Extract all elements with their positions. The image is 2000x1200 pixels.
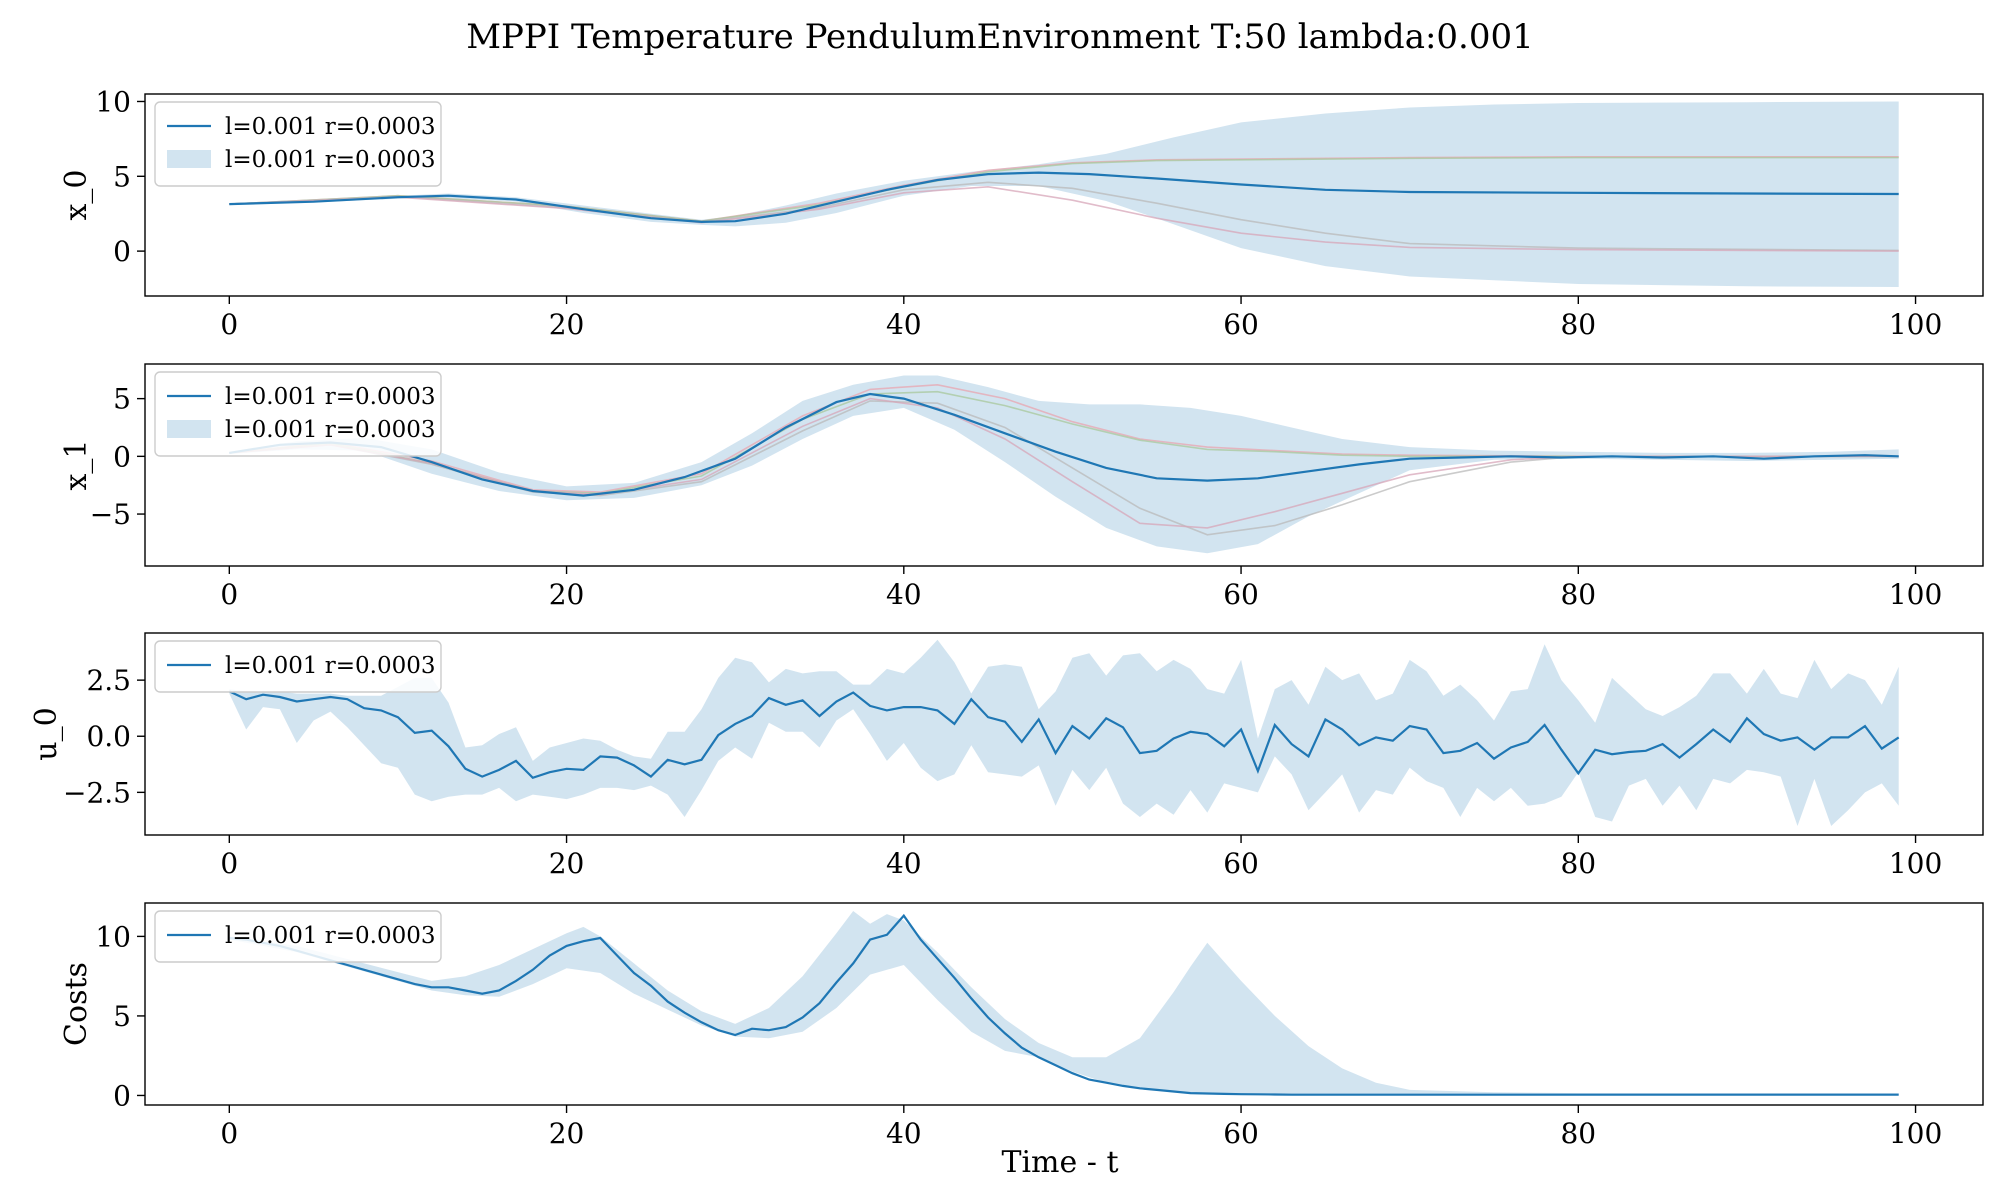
x-tick-label: 40	[886, 308, 922, 341]
axes-frame	[144, 93, 1984, 297]
y-tick-label: 10	[95, 85, 131, 118]
x-tick-label: 100	[1889, 578, 1942, 611]
y-axis-label: Costs	[59, 962, 94, 1046]
legend-label: l=0.001 r=0.0003	[225, 417, 436, 443]
x-tick-label: 80	[1560, 308, 1596, 341]
x-tick-label: 100	[1889, 308, 1942, 341]
subplot-1: 0 20 40 60 80 100 0 5 10 x_0 l=0.001 r=0.0003 l=0.0…	[59, 85, 1984, 341]
legend-box	[154, 101, 442, 187]
y-axis-label: x_1	[59, 439, 94, 490]
legend-band-swatch	[167, 150, 211, 168]
y-axis-label: u_0	[29, 707, 64, 760]
axes-frame	[144, 902, 1984, 1106]
x-tick-label: 40	[886, 1117, 922, 1150]
x-tick-label: 0	[220, 578, 238, 611]
legend-label: l=0.001 r=0.0003	[225, 114, 436, 140]
x-tick-label: 80	[1560, 847, 1596, 880]
legend-band-swatch	[167, 420, 211, 438]
y-tick-label: 0	[113, 440, 131, 473]
axes-frame	[144, 363, 1984, 567]
x-tick-label: 40	[886, 847, 922, 880]
plot-area	[229, 375, 1899, 554]
x-tick-label: 20	[549, 578, 585, 611]
y-tick-label: 10	[95, 920, 131, 953]
axes-frame	[144, 632, 1984, 836]
x-tick-label: 20	[549, 847, 585, 880]
plot-area	[229, 101, 1899, 287]
y-axis-label: x_0	[59, 169, 94, 220]
x-tick-label: 20	[549, 1117, 585, 1150]
legend-label: l=0.001 r=0.0003	[225, 384, 436, 410]
x-tick-label: 0	[220, 847, 238, 880]
x-tick-label: 80	[1560, 578, 1596, 611]
confidence-band	[229, 101, 1899, 287]
legend-label: l=0.001 r=0.0003	[225, 923, 436, 949]
x-tick-label: 80	[1560, 1117, 1596, 1150]
x-tick-label: 60	[1223, 308, 1259, 341]
figure-title: MPPI Temperature PendulumEnvironment T:5…	[466, 17, 1534, 57]
legend-box	[154, 910, 442, 963]
subplot-3: 0 20 40 60 80 100 −2.5 0.0 2.5 u_0 l=0.001 r=0.000…	[29, 632, 1984, 880]
confidence-band	[229, 639, 1899, 826]
y-tick-label: 0	[113, 1079, 131, 1112]
y-tick-label: 0	[113, 235, 131, 268]
x-tick-label: 100	[1889, 1117, 1942, 1150]
sample-trajectory	[229, 383, 1899, 493]
y-tick-label: 5	[113, 160, 131, 193]
y-tick-label: 0.0	[86, 720, 131, 753]
legend-label: l=0.001 r=0.0003	[225, 653, 436, 679]
legend-label: l=0.001 r=0.0003	[225, 147, 436, 173]
plot-area	[229, 911, 1899, 1096]
legend-box	[154, 371, 442, 457]
y-tick-label: 5	[113, 383, 131, 416]
mean-line	[228, 690, 1900, 780]
x-tick-label: 0	[220, 308, 238, 341]
x-tick-label: 60	[1223, 847, 1259, 880]
x-tick-label: 0	[220, 1117, 238, 1150]
y-tick-label: 5	[113, 1000, 131, 1033]
confidence-band	[229, 375, 1899, 554]
x-tick-label: 20	[549, 308, 585, 341]
x-tick-label: 60	[1223, 1117, 1259, 1150]
mean-line	[229, 392, 1899, 497]
legend-box	[154, 640, 442, 693]
y-tick-label: −2.5	[63, 776, 131, 809]
y-tick-label: 2.5	[86, 664, 131, 697]
x-axis-label: Time - t	[1001, 1145, 1118, 1180]
x-tick-label: 100	[1889, 847, 1942, 880]
mean-line	[229, 913, 1899, 1096]
plot-area	[228, 639, 1900, 826]
x-tick-label: 60	[1223, 578, 1259, 611]
x-tick-label: 40	[886, 578, 922, 611]
y-tick-label: −5	[90, 498, 131, 531]
mean-line	[229, 171, 1899, 224]
confidence-band	[229, 911, 1899, 1095]
subplot-2: 0 20 40 60 80 100 −5 0 5 x_1 l=0.001 r=0.0003 l=0.0…	[59, 363, 1984, 611]
